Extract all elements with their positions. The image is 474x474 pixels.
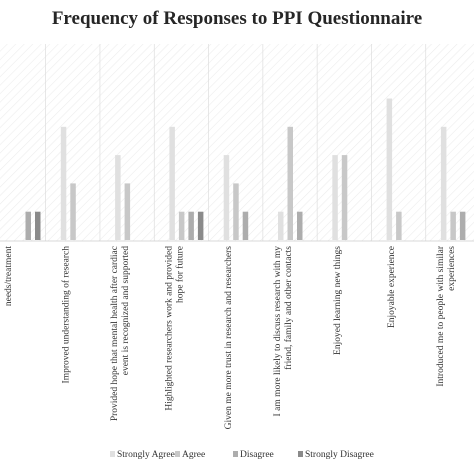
legend-swatch bbox=[233, 451, 238, 457]
category-label: Provided hope that mental health after c… bbox=[109, 246, 131, 421]
category-label: Introduced me to people with similar expe… bbox=[436, 245, 457, 386]
legend-swatch bbox=[298, 451, 303, 457]
category-label-line: hope for future bbox=[174, 246, 185, 303]
bar-agree bbox=[70, 183, 76, 240]
bar-strongly-agree bbox=[60, 126, 67, 240]
bars bbox=[25, 98, 466, 240]
bar-disagree bbox=[242, 211, 249, 240]
bar-strongly-agree bbox=[169, 126, 175, 240]
category-label-line: Improved understanding of research bbox=[60, 246, 71, 384]
bar-strongly-disagree bbox=[35, 211, 41, 240]
legend: Strongly Agree Agree Disagree Strongly Disa… bbox=[110, 450, 374, 460]
category-label-line: Given me more trust in research and rese… bbox=[224, 246, 234, 430]
category-label-line: Provided hope that mental health after c… bbox=[109, 246, 120, 421]
bar-disagree bbox=[25, 211, 31, 240]
chart-title: Frequency of Responses to PPI Questionna… bbox=[51, 8, 423, 29]
legend-label: Strongly Disagree bbox=[305, 450, 374, 460]
bar-agree bbox=[450, 211, 456, 240]
category-label-line: needs/treatment bbox=[4, 246, 14, 307]
legend-swatch bbox=[110, 451, 115, 457]
category-label: Highlighted researchers work and provide… bbox=[164, 246, 185, 411]
bar-agree bbox=[124, 183, 131, 240]
bar-disagree bbox=[459, 211, 466, 240]
category-label: Enjoyed learning new things bbox=[333, 246, 343, 355]
bar-strongly-disagree bbox=[197, 211, 204, 240]
bar-strongly-agree bbox=[278, 211, 284, 240]
legend-label: Agree bbox=[182, 450, 205, 460]
legend-swatch bbox=[175, 451, 180, 457]
category-labels: needs/treatment Improved understanding of… bbox=[4, 245, 457, 429]
bar-agree bbox=[341, 155, 348, 240]
category-label-line: experiences bbox=[447, 246, 457, 291]
grid-lines bbox=[45, 44, 427, 241]
bar-agree bbox=[233, 183, 239, 240]
bar-strongly-agree bbox=[386, 98, 393, 240]
category-label-line: Highlighted researchers work and provide… bbox=[164, 246, 174, 411]
bar-disagree bbox=[188, 211, 194, 240]
bar-agree bbox=[287, 126, 293, 240]
category-label: Given me more trust in research and rese… bbox=[224, 246, 234, 430]
category-label-line: event is recognized and supported bbox=[121, 246, 131, 376]
category-label: I am more likely to discuss research wit… bbox=[273, 246, 294, 417]
bar-disagree bbox=[297, 211, 303, 240]
bar-strongly-agree bbox=[223, 155, 230, 240]
category-label-line: Enjoyable experience bbox=[387, 246, 397, 328]
bar-strongly-agree bbox=[115, 155, 121, 240]
category-label-line: Introduced me to people with similar bbox=[436, 245, 446, 386]
category-label-line: Enjoyed learning new things bbox=[333, 246, 343, 355]
bar-agree bbox=[396, 211, 402, 240]
bar-agree bbox=[178, 211, 185, 240]
category-label: Improved understanding of research bbox=[60, 246, 71, 384]
legend-label: Strongly Agree bbox=[117, 450, 175, 460]
category-label: Enjoyable experience bbox=[387, 246, 397, 328]
category-label-line: I am more likely to discuss research wit… bbox=[273, 246, 283, 417]
bar-strongly-agree bbox=[332, 155, 338, 240]
bar-strongly-agree bbox=[440, 126, 447, 240]
legend-label: Disagree bbox=[240, 450, 274, 460]
category-label-line: friend, family and other contacts bbox=[283, 246, 294, 370]
category-label: needs/treatment bbox=[4, 246, 14, 307]
